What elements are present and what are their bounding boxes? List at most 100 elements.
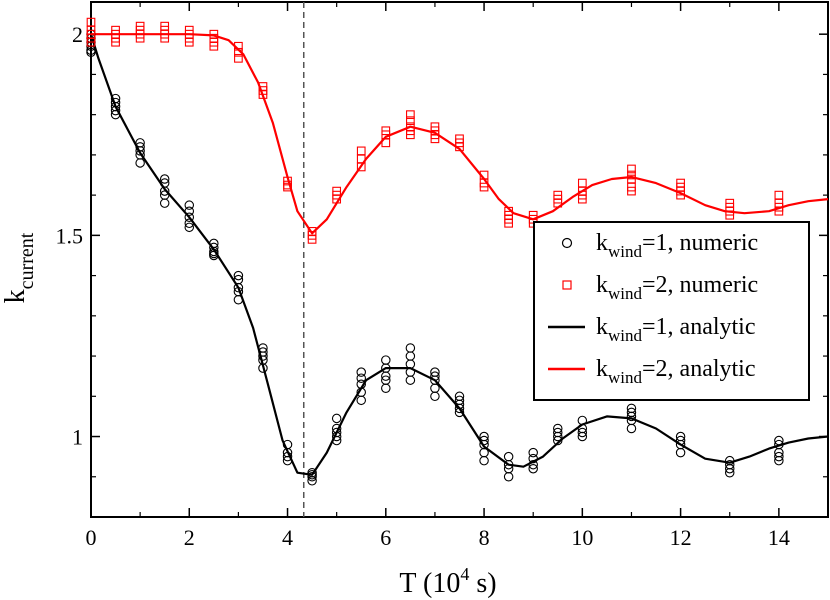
data-point-circle xyxy=(774,451,784,462)
x-tick-label: 10 xyxy=(571,525,593,550)
data-point-circle xyxy=(430,367,440,377)
data-point-circle xyxy=(381,375,391,385)
data-point-circle xyxy=(282,451,293,462)
data-point-square xyxy=(307,226,317,236)
axis-ticks: 0 2 4 6 8 10 12 14 1 1.5 2 xyxy=(56,2,828,550)
data-point-circle xyxy=(209,238,219,249)
x-tick-label: 2 xyxy=(184,525,195,550)
data-point-circle xyxy=(675,435,686,446)
data-point-circle xyxy=(356,373,366,383)
x-axis-title: T (104 s) xyxy=(399,564,496,599)
legend: kwind=1, numeric kwind=2, numeric kwind=1,… xyxy=(533,221,810,401)
data-point-square xyxy=(111,25,120,35)
data-point-circle xyxy=(553,427,563,438)
data-point-circle xyxy=(331,413,342,424)
data-point-circle xyxy=(159,174,170,184)
data-point-circle xyxy=(356,379,366,389)
data-point-circle xyxy=(135,138,145,148)
legend-label: kwind=2, numeric xyxy=(596,272,758,303)
data-point-circle xyxy=(528,447,538,458)
data-point-circle xyxy=(356,367,366,377)
data-point-square xyxy=(332,186,342,196)
data-point-square xyxy=(160,21,170,31)
data-point-square xyxy=(774,190,784,200)
data-point-square xyxy=(577,178,587,188)
data-point-circle xyxy=(258,347,268,357)
data-point-circle xyxy=(184,200,195,210)
data-point-square xyxy=(627,164,636,174)
data-point-circle xyxy=(675,431,686,442)
data-point-circle xyxy=(331,423,342,434)
data-point-square xyxy=(258,82,268,91)
legend-symbol-square xyxy=(562,280,572,290)
analytic-line xyxy=(91,33,829,235)
data-point-circle xyxy=(184,212,195,223)
data-point-circle xyxy=(774,435,784,446)
x-tick-label: 14 xyxy=(768,525,790,550)
data-point-square xyxy=(135,21,145,31)
data-point-circle xyxy=(774,439,784,450)
data-point-circle xyxy=(258,343,268,353)
data-point-circle xyxy=(110,97,121,108)
data-point-circle xyxy=(159,190,170,200)
data-point-square xyxy=(725,198,735,208)
x-tick-label: 6 xyxy=(380,525,391,550)
data-point-square xyxy=(234,47,243,57)
data-point-circle xyxy=(331,427,342,438)
legend-label: kwind=1, numeric xyxy=(596,230,758,261)
x-tick-label: 12 xyxy=(670,525,692,550)
data-point-circle xyxy=(184,222,195,233)
data-point-square xyxy=(553,190,563,200)
data-point-circle xyxy=(381,355,391,365)
data-point-circle xyxy=(503,451,514,462)
data-point-circle xyxy=(110,109,121,120)
y-tick-label: 2 xyxy=(72,22,83,47)
data-point-circle xyxy=(553,423,563,434)
data-point-square xyxy=(504,206,513,216)
numeric-markers xyxy=(86,17,784,486)
data-point-circle xyxy=(503,463,514,474)
y-tick-label: 1.5 xyxy=(56,223,84,248)
data-point-square xyxy=(184,25,194,35)
y-tick-label: 1 xyxy=(72,425,83,450)
data-point-circle xyxy=(184,206,195,216)
data-point-square xyxy=(676,178,685,188)
data-point-circle xyxy=(430,371,440,381)
data-point-square xyxy=(234,41,243,51)
data-point-circle xyxy=(209,242,219,253)
data-point-square xyxy=(406,122,415,132)
x-tick-label: 8 xyxy=(479,525,490,550)
y-axis-title-subscript: current xyxy=(16,232,38,289)
data-point-circle xyxy=(724,455,735,466)
legend-label: kwind=2, analytic xyxy=(596,356,756,387)
data-point-circle xyxy=(626,407,637,418)
data-point-square xyxy=(283,176,292,186)
data-point-square xyxy=(209,29,219,39)
data-point-circle xyxy=(86,47,96,58)
legend-label: kwind=1, analytic xyxy=(596,314,756,345)
data-point-circle xyxy=(307,467,317,478)
x-axis-title-superscript: 4 xyxy=(460,564,469,584)
data-point-square xyxy=(528,210,538,220)
data-point-square xyxy=(430,122,440,132)
data-point-circle xyxy=(159,178,170,188)
data-point-square xyxy=(627,170,636,180)
data-point-square xyxy=(406,110,415,120)
data-point-circle xyxy=(479,431,489,442)
data-point-circle xyxy=(724,459,735,470)
y-axis-title: kcurrent xyxy=(0,232,38,303)
data-point-square xyxy=(479,170,489,180)
data-point-circle xyxy=(405,343,416,353)
legend-box xyxy=(533,221,810,401)
data-point-square xyxy=(86,17,96,27)
data-point-circle xyxy=(233,286,244,297)
data-point-square xyxy=(455,134,464,144)
data-point-square xyxy=(234,53,243,63)
data-point-circle xyxy=(479,435,489,446)
data-point-circle xyxy=(110,93,121,104)
data-point-circle xyxy=(282,439,293,450)
data-point-square xyxy=(406,116,415,126)
data-point-circle xyxy=(233,274,244,285)
data-point-circle xyxy=(233,270,244,281)
